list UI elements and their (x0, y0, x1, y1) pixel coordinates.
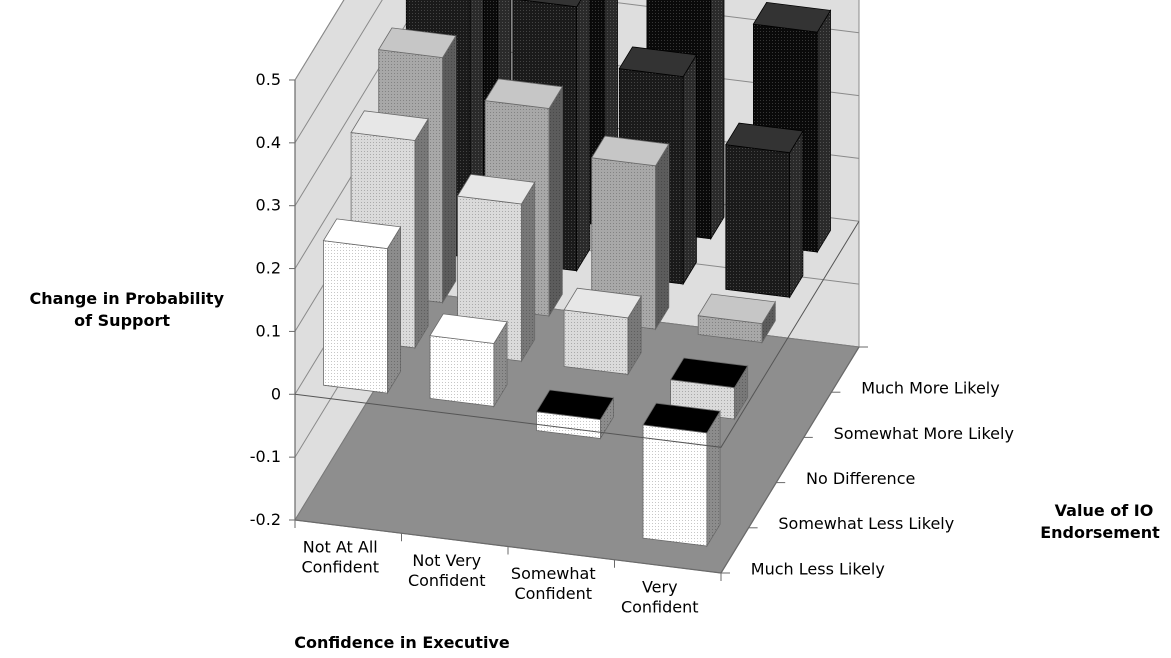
x-axis-title: Confidence in Executive (294, 633, 510, 652)
y-tick-label: 0.4 (256, 133, 281, 152)
y-tick-label: 0.3 (256, 196, 281, 215)
labels: 0.5 0.4 0.3 0.2 0.1 0 -0.1 -0.2 Not At All Confid… (30, 70, 1161, 652)
y-tick-label: 0.2 (256, 259, 281, 278)
bar-3-3 (591, 135, 670, 331)
bar-1-5 (322, 218, 402, 395)
x-category-label: Very Confident (621, 577, 699, 616)
axes (289, 79, 868, 581)
y-tick-label: 0 (271, 384, 281, 403)
bar-4-3 (697, 293, 776, 344)
x-category-label: Not At All Confident (301, 538, 379, 577)
x-category-label: Not Very Confident (408, 551, 486, 590)
bar-3-5 (535, 389, 615, 440)
z-series-label: Somewhat Less Likely (778, 514, 954, 533)
z-series-label: Much More Likely (861, 379, 1000, 398)
y-axis-title: Change in Probability of Support (30, 289, 225, 330)
y-tick-label: -0.1 (250, 447, 281, 466)
y-tick-label: 0.1 (256, 321, 281, 340)
y-tick-label: -0.2 (250, 510, 281, 529)
bar-3-4 (563, 287, 642, 376)
z-axis-title: Value of IO Endorsement (1040, 501, 1160, 542)
z-series-label: Somewhat More Likely (834, 424, 1014, 443)
z-series-label: Much Less Likely (751, 559, 885, 578)
zero-line (294, 221, 860, 448)
bar-2-5 (429, 313, 508, 408)
gridline (294, 0, 345, 81)
bar-4-5 (642, 402, 721, 548)
y-tick-label: 0.5 (256, 70, 281, 89)
x-category-label: Somewhat Confident (511, 564, 596, 603)
z-axis-line (720, 346, 860, 574)
bars (322, 0, 832, 548)
gridline (294, 0, 383, 144)
bar-4-2 (725, 122, 804, 299)
z-series-label: No Difference (806, 469, 915, 488)
bar-2-4 (456, 173, 536, 363)
